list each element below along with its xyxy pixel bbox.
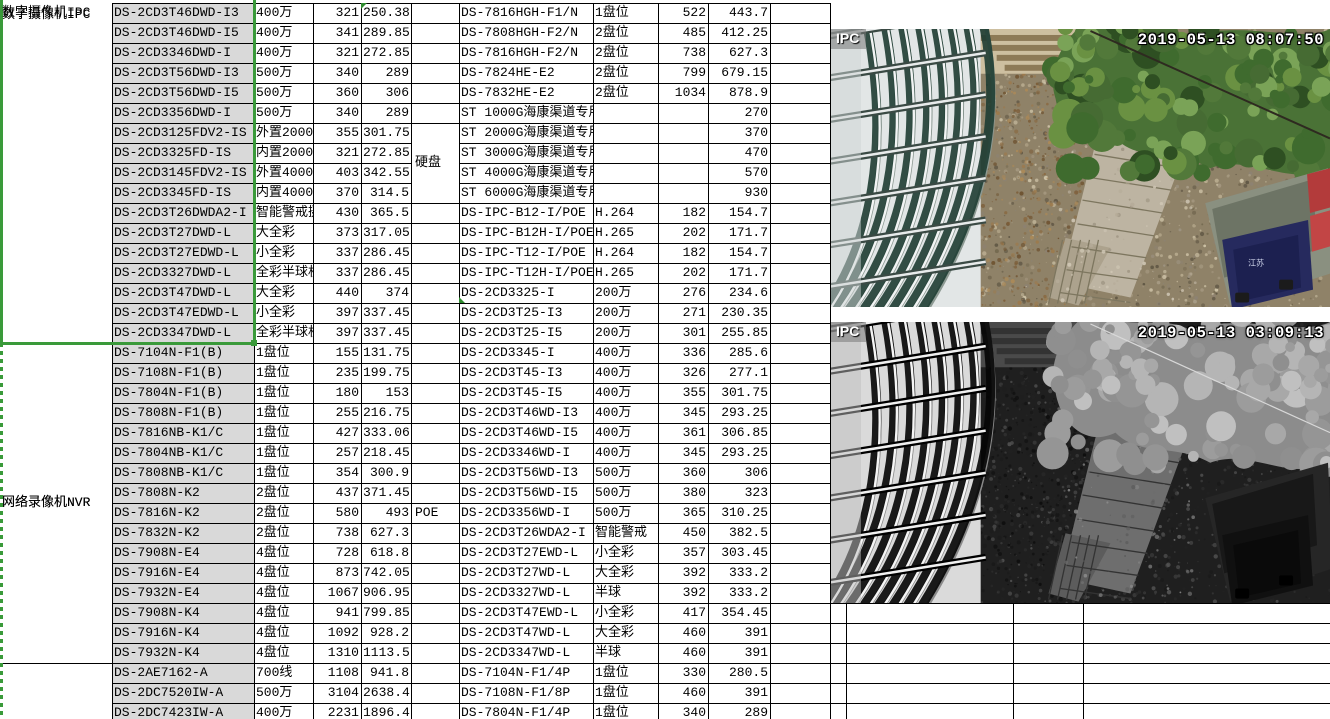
svg-text:江苏: 江苏 [1248, 258, 1264, 268]
